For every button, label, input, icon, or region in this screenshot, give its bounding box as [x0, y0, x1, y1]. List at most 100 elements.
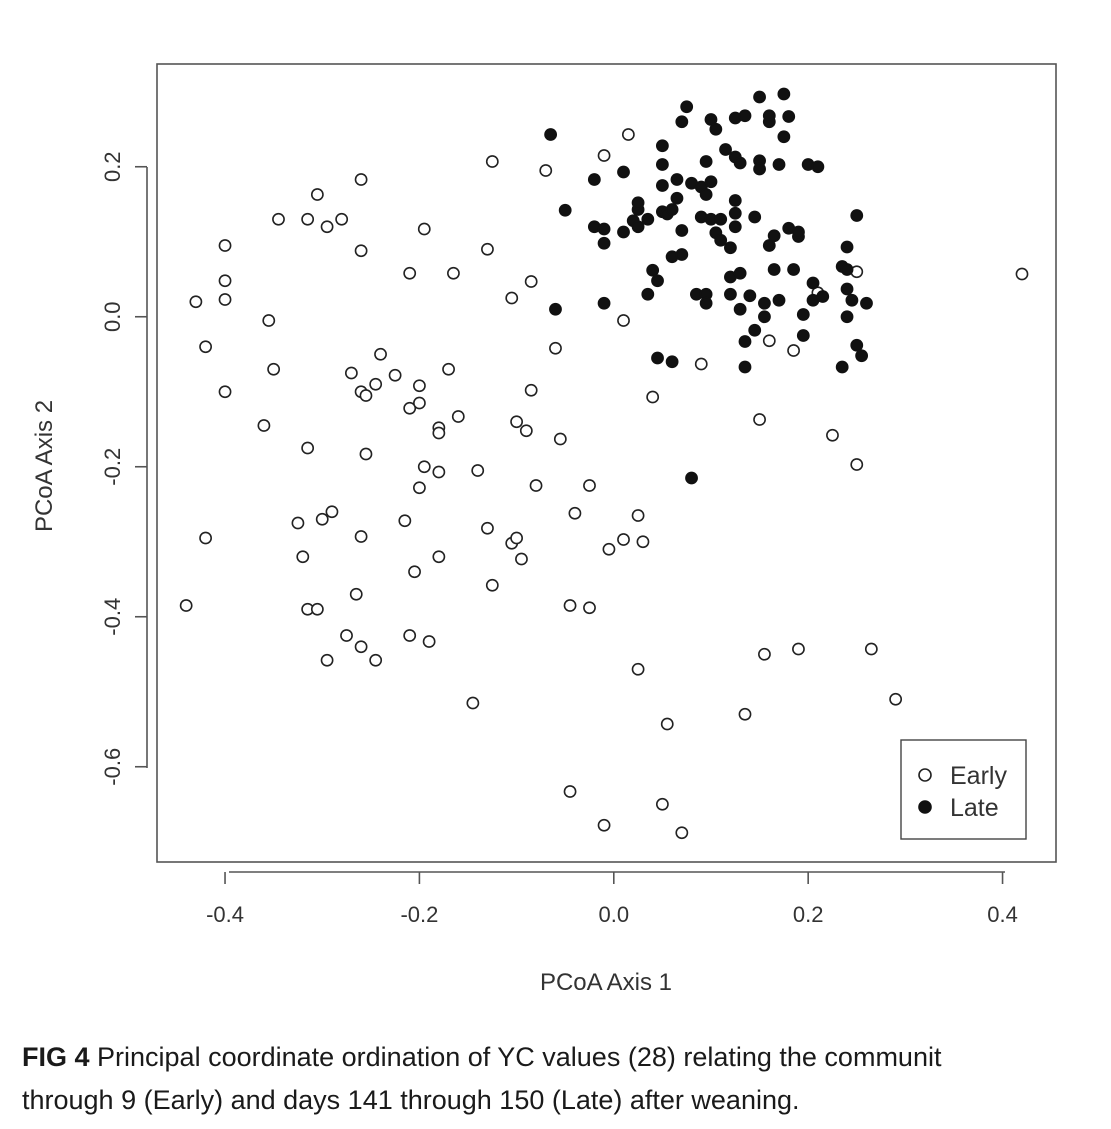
data-point-late [772, 293, 786, 307]
data-point-early [524, 275, 538, 288]
data-point-late [758, 296, 771, 310]
data-point-late [719, 143, 732, 156]
data-point-early [320, 220, 334, 234]
data-point-late [835, 360, 849, 374]
data-point-late [743, 289, 757, 303]
data-point-early [315, 512, 329, 526]
y-axis-label: PCoA Axis 2 [31, 400, 58, 532]
y-axis: -0.6 -0.4 -0.2 0.0 0.2 [100, 151, 148, 786]
data-point-late [728, 220, 742, 234]
data-point-late [597, 296, 611, 310]
data-point-early [403, 266, 417, 280]
data-point-early [758, 647, 771, 661]
data-point-early [597, 818, 611, 832]
data-point-early [568, 506, 582, 520]
data-point-early [636, 535, 650, 549]
data-point-early [510, 415, 523, 429]
data-point-early [694, 357, 708, 371]
data-point-late [709, 122, 723, 136]
data-point-late [670, 173, 684, 186]
data-point-early [335, 212, 349, 226]
data-point-late [675, 115, 689, 129]
data-point-early [257, 419, 271, 432]
data-point-late [748, 210, 762, 224]
data-point-late [777, 87, 791, 101]
data-point-late [587, 173, 601, 186]
data-point-late [699, 155, 713, 168]
data-point-early [388, 368, 402, 382]
y-tick-label: -0.2 [100, 448, 125, 486]
data-point-early [354, 640, 368, 654]
data-point-late [840, 240, 854, 254]
data-point-late [631, 220, 645, 234]
data-point-late [782, 110, 796, 123]
data-point-late [840, 282, 854, 296]
data-point-early [422, 635, 436, 648]
data-point-late [724, 287, 737, 301]
data-point-early [189, 295, 203, 309]
data-point-early [432, 426, 446, 440]
data-point-early [218, 239, 232, 252]
data-point-early [301, 441, 315, 455]
data-point-late [796, 308, 810, 321]
data-point-early [344, 366, 358, 380]
data-point-early [199, 340, 212, 354]
data-point-early [442, 362, 455, 376]
data-point-late [738, 360, 752, 374]
data-point-early [602, 542, 616, 556]
data-point-late [733, 266, 747, 280]
data-point-early [354, 173, 368, 186]
legend-box [900, 739, 1027, 840]
data-point-late [806, 276, 820, 290]
data-point-late [617, 225, 630, 239]
data-point-early [218, 385, 232, 399]
data-point-early [413, 396, 426, 410]
data-point-early [403, 629, 417, 642]
data-point-late [728, 194, 742, 207]
data-point-late [699, 296, 713, 310]
data-point-late [655, 158, 669, 171]
legend-label-late: Late [950, 794, 999, 822]
data-point-early [549, 341, 562, 355]
data-point-early [349, 587, 363, 601]
caption-line-2: through 9 (Early) and days 141 through 1… [22, 1085, 800, 1115]
data-point-early [296, 550, 310, 564]
data-point-early [583, 601, 596, 615]
data-point-early [369, 653, 383, 667]
data-point-early [398, 514, 412, 528]
data-point-late [816, 290, 830, 303]
data-point-early [374, 347, 387, 361]
data-point-early [218, 293, 232, 306]
data-point-late [840, 263, 854, 276]
data-point-late [685, 471, 698, 485]
data-point-late [767, 229, 781, 243]
data-point-late [597, 236, 611, 250]
data-point-late [699, 188, 713, 201]
x-tick-label: -0.2 [400, 902, 438, 927]
data-point-early [505, 291, 519, 305]
data-point-early [403, 401, 417, 415]
data-point-early [660, 717, 674, 731]
scatter-plot: -0.4 -0.2 0.0 0.2 0.4 -0.6 -0.4 -0.2 0.0 0.2 PCo… [31, 63, 1057, 996]
data-point-early [621, 128, 635, 141]
data-point-early [792, 642, 805, 656]
data-point-early [272, 212, 285, 226]
data-point-late [762, 109, 776, 123]
data-point-early [481, 521, 494, 535]
data-point-early [413, 379, 426, 393]
figure-caption: FIG 4 Principal coordinate ordination of… [22, 1036, 1111, 1126]
data-point-early [539, 164, 553, 177]
legend-marker-early [918, 768, 932, 782]
data-point-early [359, 389, 373, 402]
data-point-early [340, 629, 353, 642]
data-point-early [432, 550, 446, 564]
data-point-late [544, 128, 558, 141]
data-point-late [724, 241, 737, 255]
data-point-late [796, 329, 810, 342]
data-point-late [675, 248, 689, 261]
caption-line-1: FIG 4 Principal coordinate ordination of… [22, 1036, 1111, 1079]
data-point-early [529, 479, 543, 492]
data-point-late [738, 335, 752, 348]
data-point-early [646, 390, 660, 404]
data-point-early [325, 505, 339, 519]
